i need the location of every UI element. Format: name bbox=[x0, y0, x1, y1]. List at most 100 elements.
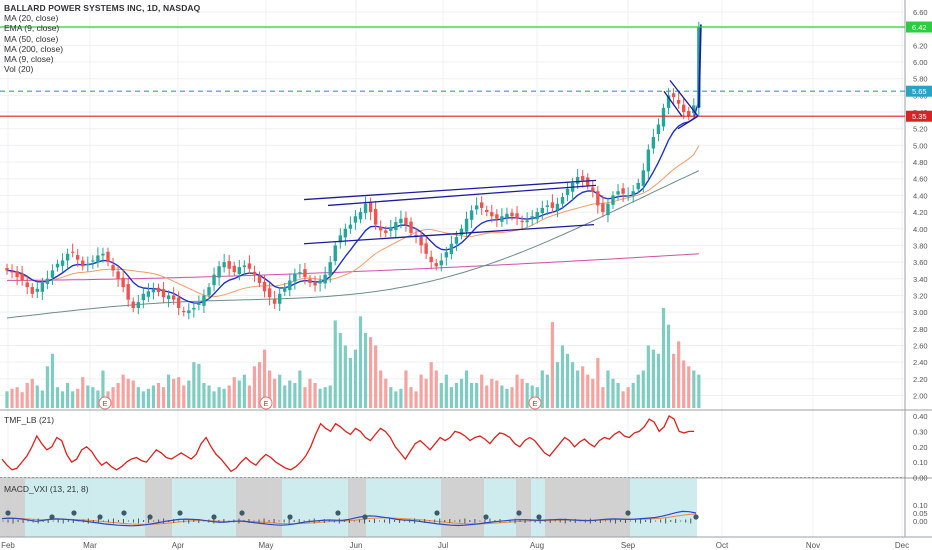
price-tick-label: 3.00 bbox=[913, 308, 928, 317]
volume-bar bbox=[399, 388, 403, 409]
candle-body bbox=[682, 104, 686, 113]
candle bbox=[303, 262, 307, 285]
macd-cross-dot bbox=[71, 510, 77, 516]
volume-bar bbox=[515, 374, 519, 409]
candle-body bbox=[636, 182, 640, 190]
candle-body bbox=[222, 262, 226, 268]
volume-bar bbox=[641, 370, 645, 409]
macd-cross-dot bbox=[97, 514, 103, 520]
legend-ma20: MA (20, close) bbox=[4, 13, 59, 24]
candle-body bbox=[666, 95, 671, 108]
candle bbox=[495, 209, 499, 227]
candle-body bbox=[35, 288, 39, 292]
candle-body bbox=[298, 272, 302, 274]
earnings-marker-label: E bbox=[263, 399, 268, 408]
volume-bar bbox=[20, 392, 24, 409]
macd-cross-dot bbox=[177, 510, 183, 516]
candle bbox=[25, 276, 29, 295]
macd-cross-dot bbox=[362, 514, 368, 520]
candle-body bbox=[65, 253, 70, 261]
volume-bar bbox=[141, 391, 145, 409]
candle bbox=[278, 287, 282, 311]
macd-bg-band bbox=[25, 479, 145, 537]
candle-body bbox=[207, 287, 211, 296]
candle-body bbox=[474, 205, 479, 210]
candle-body bbox=[485, 209, 489, 213]
candle bbox=[404, 211, 408, 232]
candle bbox=[212, 267, 216, 292]
candle-body bbox=[70, 251, 75, 253]
candle-body bbox=[363, 203, 368, 214]
candle bbox=[651, 128, 656, 154]
volume-bar bbox=[545, 374, 549, 409]
candle bbox=[121, 269, 125, 293]
time-tick-label: Oct bbox=[716, 541, 729, 550]
volume-bar bbox=[565, 353, 570, 409]
candle-body bbox=[550, 202, 555, 208]
candle-body bbox=[202, 295, 206, 306]
candle-body bbox=[247, 263, 252, 269]
price-tag bbox=[906, 110, 932, 122]
candle-body bbox=[373, 209, 378, 225]
candle bbox=[394, 216, 398, 239]
candle-body bbox=[671, 93, 676, 98]
candle bbox=[308, 274, 312, 288]
candle bbox=[353, 210, 358, 230]
candle bbox=[379, 220, 383, 238]
candle bbox=[30, 282, 34, 298]
price-tick-label: 6.60 bbox=[913, 8, 928, 17]
candle-body bbox=[596, 191, 600, 206]
candle bbox=[515, 206, 519, 225]
candle bbox=[510, 208, 514, 221]
channel-lower-line bbox=[303, 223, 595, 245]
candle-body bbox=[449, 243, 454, 255]
volume-bar bbox=[252, 366, 257, 409]
volume-bar bbox=[651, 349, 655, 409]
candle bbox=[166, 290, 171, 308]
candle-body bbox=[510, 212, 514, 217]
candle-body bbox=[55, 263, 60, 268]
volume-bar bbox=[571, 362, 575, 409]
volume-bar bbox=[55, 387, 60, 409]
volume-bar bbox=[237, 380, 241, 409]
volume-bar bbox=[636, 374, 640, 409]
candle bbox=[267, 283, 272, 306]
volume-bar bbox=[71, 391, 75, 409]
volume-bar bbox=[424, 378, 428, 409]
candle-body bbox=[232, 265, 236, 273]
volume-bar bbox=[591, 378, 595, 409]
macd-cross-dot bbox=[434, 510, 440, 516]
candle bbox=[96, 247, 100, 268]
price-tick-label: 6.20 bbox=[913, 41, 928, 50]
volume-bar bbox=[672, 353, 676, 409]
volume-bar bbox=[207, 385, 211, 409]
macd-bg-band bbox=[366, 479, 441, 537]
candle-body bbox=[86, 263, 90, 266]
candle bbox=[192, 302, 196, 318]
candle-body bbox=[40, 282, 45, 292]
chart-title: BALLARD POWER SYSTEMS INC, 1D, NASDAQ bbox=[4, 3, 201, 13]
volume-bar bbox=[374, 345, 378, 409]
volume-bar bbox=[278, 374, 282, 409]
candle-body bbox=[565, 188, 570, 196]
macd-cross-dot bbox=[147, 514, 153, 520]
candle bbox=[288, 273, 292, 297]
price-tag-label: 5.65 bbox=[912, 87, 927, 96]
price-tick-label: 5.80 bbox=[913, 75, 928, 84]
time-tick-label: Nov bbox=[806, 541, 820, 550]
time-tick-label: Jul bbox=[438, 541, 448, 550]
candle-body bbox=[459, 228, 464, 236]
price-tick-label: 4.40 bbox=[913, 191, 928, 200]
candle bbox=[111, 257, 115, 277]
candle bbox=[540, 200, 544, 220]
candle-body bbox=[515, 213, 519, 219]
candle bbox=[126, 277, 130, 307]
candle bbox=[636, 178, 640, 194]
volume-bar bbox=[449, 387, 453, 409]
volume-bar bbox=[151, 385, 156, 409]
earnings-marker bbox=[528, 396, 542, 410]
volume-bar bbox=[626, 387, 630, 409]
candle bbox=[424, 235, 428, 259]
volume-bar bbox=[257, 362, 262, 409]
volume-bar bbox=[126, 378, 130, 409]
